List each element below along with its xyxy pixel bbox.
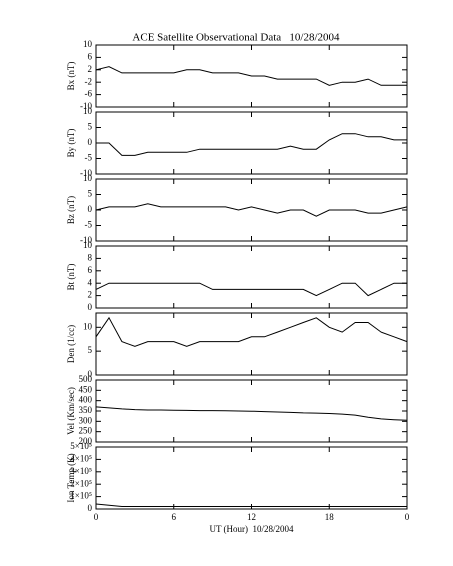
data-line bbox=[95, 316, 408, 347]
y-axis-label: Den (1/cc) bbox=[66, 325, 76, 363]
y-tick-label: -10 bbox=[80, 101, 92, 111]
y-tick-label: 0 bbox=[88, 204, 93, 214]
y-tick-label: 10 bbox=[83, 173, 93, 183]
y-tick-label: 450 bbox=[79, 384, 93, 394]
y-tick-label: 5×10⁵ bbox=[70, 441, 92, 451]
y-tick-label: 200 bbox=[79, 436, 93, 446]
x-axis-label: UT (Hour) 10/28/2004 bbox=[209, 524, 294, 534]
x-tick-label: 6 bbox=[172, 512, 177, 522]
y-tick-label: 300 bbox=[79, 415, 93, 425]
y-tick-label: 10 bbox=[83, 240, 93, 250]
data-line bbox=[95, 503, 407, 507]
y-axis-label: Bz (nT) bbox=[66, 196, 76, 224]
y-axis-label: Ion Temp (K) bbox=[66, 453, 76, 502]
y-tick-label: 4 bbox=[88, 277, 93, 287]
y-tick-label: 0 bbox=[88, 302, 93, 312]
x-tick-label: 18 bbox=[325, 512, 335, 522]
y-tick-label: 250 bbox=[79, 426, 93, 436]
data-line bbox=[95, 66, 407, 86]
y-tick-label: 8 bbox=[88, 252, 93, 262]
y-tick-label: -6 bbox=[85, 89, 93, 99]
data-line bbox=[95, 282, 407, 297]
y-tick-label: 2×10⁵ bbox=[70, 478, 92, 488]
data-line bbox=[95, 203, 408, 217]
y-tick-label: 2 bbox=[88, 64, 93, 74]
y-tick-label: 400 bbox=[79, 395, 93, 405]
y-tick-label: -10 bbox=[80, 168, 92, 178]
y-tick-label: 350 bbox=[79, 405, 93, 415]
y-tick-label: -10 bbox=[80, 235, 92, 245]
y-tick-label: 10 bbox=[83, 321, 93, 331]
y-tick-label: 10 bbox=[83, 39, 93, 49]
y-tick-label: -5 bbox=[85, 220, 93, 230]
y-tick-label: 4×10⁵ bbox=[70, 453, 92, 463]
y-tick-label: 0 bbox=[88, 137, 93, 147]
y-tick-label: -5 bbox=[85, 153, 93, 163]
y-tick-label: 6 bbox=[88, 265, 93, 275]
y-tick-label: 6 bbox=[88, 51, 93, 61]
data-line bbox=[96, 133, 407, 156]
y-tick-label: 5 bbox=[88, 345, 93, 355]
y-tick-label: 3×10⁵ bbox=[70, 466, 92, 476]
y-axis-label: Vel (Km/sec) bbox=[66, 387, 76, 435]
x-tick-label: 0 bbox=[94, 512, 99, 522]
y-axis-label: By (nT) bbox=[66, 129, 76, 158]
x-tick-label: 12 bbox=[247, 512, 256, 522]
y-tick-label: 10 bbox=[83, 106, 93, 116]
y-tick-label: 5 bbox=[88, 122, 93, 132]
y-tick-label: 2 bbox=[88, 290, 93, 300]
y-tick-label: 1×10⁵ bbox=[70, 491, 92, 501]
y-axis-label: Bt (nT) bbox=[66, 264, 76, 291]
y-tick-label: 0 bbox=[88, 369, 93, 379]
chart-title: ACE Satellite Observational Data 10/28/2… bbox=[132, 32, 340, 44]
data-line bbox=[95, 406, 408, 421]
y-tick-label: 500 bbox=[79, 374, 93, 384]
y-tick-label: -2 bbox=[85, 76, 93, 86]
y-tick-label: 0 bbox=[88, 503, 93, 513]
y-tick-label: 5 bbox=[88, 189, 93, 199]
y-axis-label: Bx (nT) bbox=[66, 62, 76, 91]
x-tick-label: 0 bbox=[405, 512, 410, 522]
